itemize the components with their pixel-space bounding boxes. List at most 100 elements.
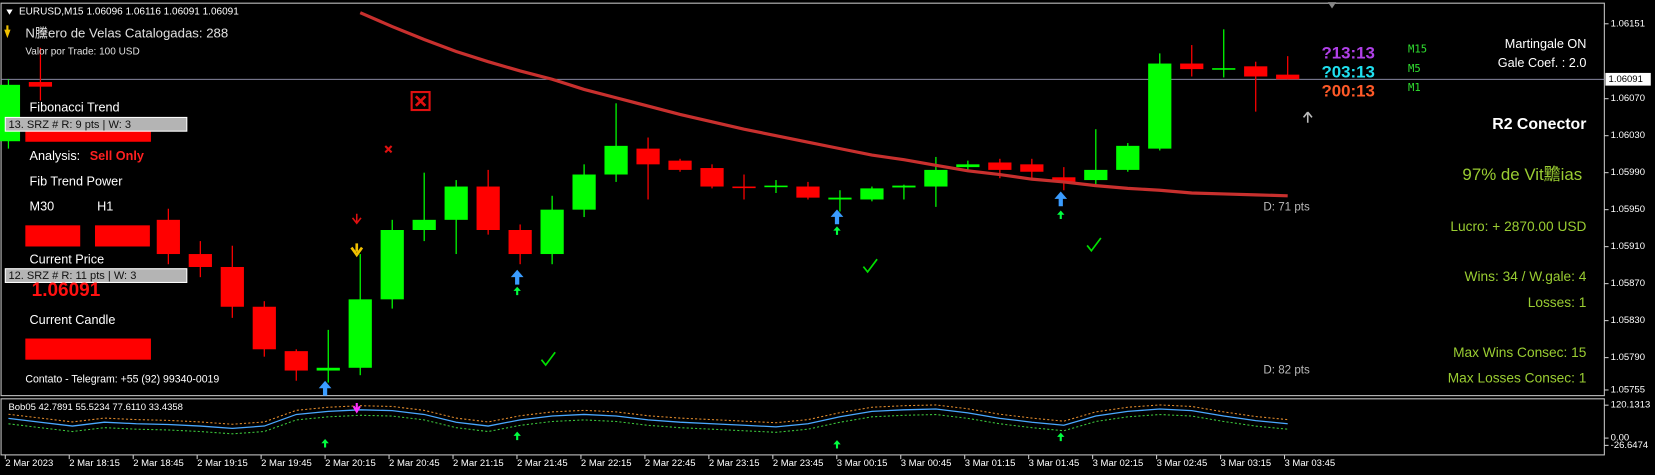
srz-box <box>4 268 188 283</box>
candle-body <box>1180 63 1204 70</box>
candle-body <box>1244 66 1268 77</box>
panel-text: Fibonacci Trend <box>30 100 120 114</box>
ohlc: 1.06096 1.06116 1.06091 1.06091 <box>87 6 240 17</box>
x-tick-label: 3 Mar 03:45 <box>1285 458 1336 469</box>
panel-text: Analysis: <box>30 149 81 163</box>
y-tick-label: 1.06070 <box>1611 93 1645 104</box>
x-tick-label: 3 Mar 03:15 <box>1221 458 1272 469</box>
candle-body <box>924 169 948 187</box>
panel-text: M30 <box>30 200 55 214</box>
candle-body <box>1148 63 1172 149</box>
y-tick-label: 1.05990 <box>1611 167 1645 178</box>
stats: Martingale ON Gale Coef. : 2.0 R2 Conect… <box>1448 37 1587 386</box>
x-tick-label: 2 Mar 19:15 <box>197 458 248 469</box>
red-box <box>410 90 431 112</box>
candle-body <box>316 367 340 371</box>
timer-tf: M1 <box>1408 82 1421 94</box>
candle-body <box>476 186 500 230</box>
x-tick-label: 2 Mar 19:45 <box>261 458 312 469</box>
candle-body <box>828 197 852 200</box>
x-tick-label: 2 Mar 23:15 <box>709 458 760 469</box>
x-tick-label: 3 Mar 02:45 <box>1157 458 1208 469</box>
x-tick-label: 2 Mar 20:15 <box>325 458 376 469</box>
timer: ?03:13 <box>1321 62 1374 81</box>
x-tick-label: 3 Mar 01:15 <box>965 458 1016 469</box>
candle-body <box>572 174 596 210</box>
candle-body <box>604 145 628 175</box>
yellow-arrow <box>350 243 364 258</box>
red-x <box>414 95 427 107</box>
signal-bar <box>25 338 151 360</box>
candle-body <box>700 168 724 187</box>
candle-body <box>732 186 756 189</box>
x-tick-label: 3 Mar 00:15 <box>837 458 888 469</box>
moving-average <box>359 11 1288 198</box>
candle-body <box>220 266 244 307</box>
candle-body <box>28 82 53 87</box>
osc-frame <box>0 398 1605 456</box>
srz-box <box>4 116 188 132</box>
timer: ?13:13 <box>1321 43 1374 62</box>
panel-text: Fib Trend Power <box>30 174 124 188</box>
timer: ?00:13 <box>1321 81 1374 100</box>
red-x <box>384 145 393 154</box>
x-tick-label: 2 Mar 20:45 <box>389 458 440 469</box>
osc-line <box>8 408 1288 429</box>
y-tick-label: -26.6474 <box>1611 440 1648 451</box>
connector: R2 Conector <box>1492 116 1586 133</box>
signal-bar <box>94 225 150 247</box>
candle-body <box>0 84 21 142</box>
timer-tf: M5 <box>1408 63 1421 75</box>
y-tick-label: 1.05870 <box>1611 278 1645 289</box>
stat: Max Wins Consec: 15 <box>1453 345 1587 360</box>
x-tick-label: 2 Mar 18:15 <box>69 458 120 469</box>
panel-text: Current Candle <box>30 313 116 327</box>
x-tick-label: 2 Mar 21:45 <box>517 458 568 469</box>
stat: Wins: 34 / W.gale: 4 <box>1465 269 1587 284</box>
candle-body <box>188 254 212 267</box>
distance: D: 71 pts <box>1263 200 1310 213</box>
panel-text: H1 <box>97 200 113 214</box>
y-tick-label: 1.06151 <box>1611 18 1645 29</box>
osc-title: Bob05 42.7891 55.5234 77.6110 33.4358 <box>8 402 182 413</box>
x-tick-label: 3 Mar 02:15 <box>1093 458 1144 469</box>
candle-body <box>380 229 404 300</box>
distance: D: 82 pts <box>1263 363 1310 376</box>
candle-body <box>508 229 532 255</box>
candle-body <box>1276 74 1300 80</box>
candle-body <box>956 164 980 168</box>
current-price-label: 1.06091 <box>1609 74 1643 85</box>
candle-body <box>284 351 308 371</box>
menu-triangle <box>6 9 13 15</box>
candle-body <box>1212 68 1236 70</box>
stat: Losses: 1 <box>1528 295 1587 310</box>
win-rate: 97% de Vit黵ias <box>1462 165 1582 184</box>
y-tick-label: 1.05790 <box>1611 352 1645 363</box>
candle-body <box>796 186 820 198</box>
x-tick-label: 2 Mar 21:15 <box>453 458 504 469</box>
candle-body <box>1052 177 1076 182</box>
plot: 1.06151 1.06070 1.06030 1.05990 1.05950 1.059… <box>0 11 1651 469</box>
x-tick-label: 3 Mar 01:45 <box>1029 458 1080 469</box>
scroll-marker <box>1327 2 1337 9</box>
candle-body <box>668 160 692 170</box>
srz-text: 13. SRZ # R: 9 pts | W: 3 <box>8 119 131 131</box>
candle-body <box>156 219 180 255</box>
panel-text: Valor por Trade: 100 USD <box>25 46 139 57</box>
candle-body <box>764 185 788 188</box>
candle-body <box>252 306 276 350</box>
stat: Lucro: + 2870.00 USD <box>1450 219 1586 234</box>
y-tick-label: 1.05830 <box>1611 315 1645 326</box>
x-tick-label: 2 Mar 2023 <box>5 458 53 469</box>
y-tick-label: 0.00 <box>1611 433 1629 444</box>
signals <box>4 25 1313 449</box>
candle-body <box>1116 145 1140 170</box>
timer-tf: M15 <box>1408 44 1427 56</box>
red-arrow <box>351 213 362 225</box>
y-tick-label: 120.1313 <box>1611 400 1651 411</box>
current-price-value: 1.06091 <box>32 280 101 301</box>
x-tick-label: 3 Mar 00:45 <box>901 458 952 469</box>
candle-body <box>636 148 660 165</box>
